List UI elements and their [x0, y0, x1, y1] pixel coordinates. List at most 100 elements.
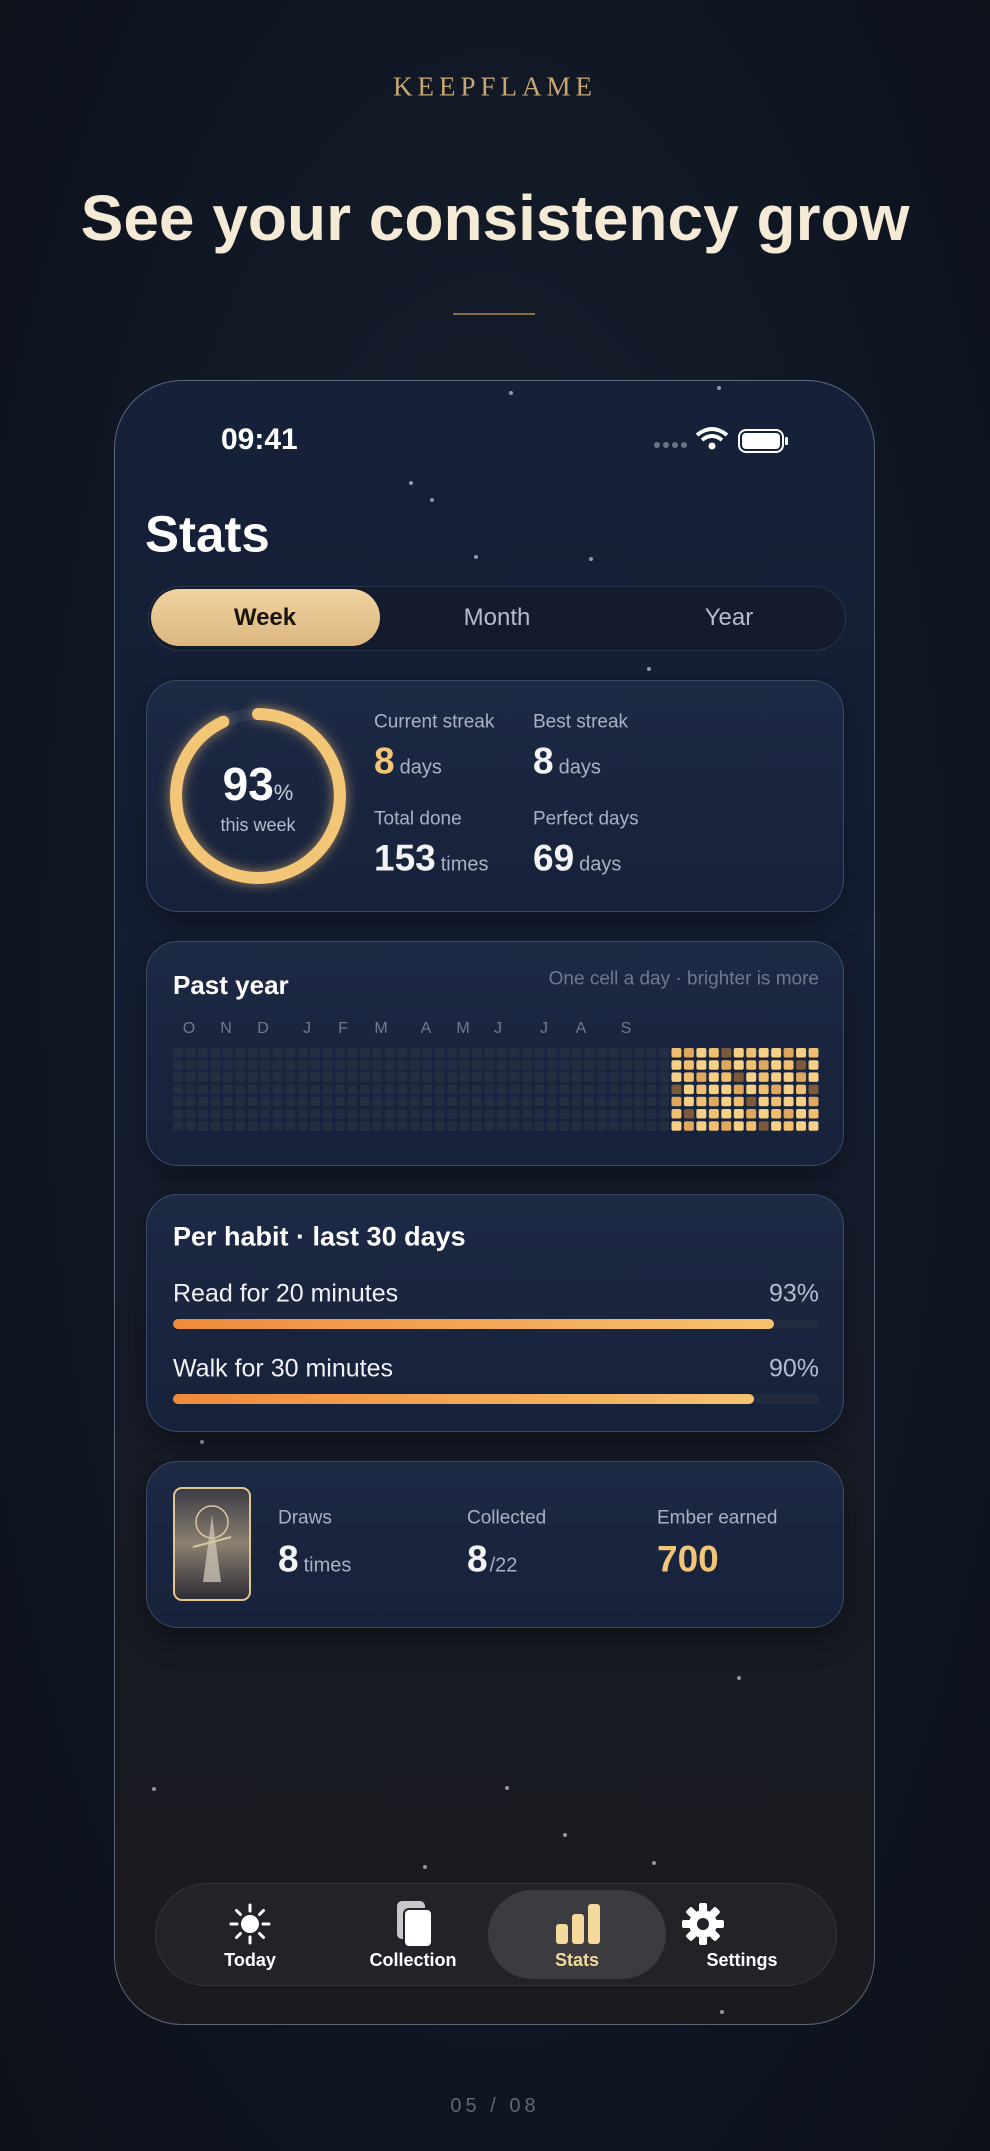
habit-track — [173, 1394, 819, 1404]
heatmap-cell — [484, 1060, 495, 1070]
heatmap-cell — [534, 1072, 545, 1082]
heatmap-cell — [596, 1121, 607, 1131]
heatmap-cell — [285, 1072, 296, 1082]
month-label: M — [374, 1020, 388, 1037]
heatmap-cell — [285, 1060, 296, 1070]
heatmap-cell — [509, 1109, 520, 1119]
heatmap-cell — [459, 1121, 470, 1131]
heatmap-cell — [185, 1096, 196, 1107]
heatmap-cell — [197, 1072, 208, 1082]
heatmap-cell — [783, 1072, 794, 1082]
heatmap-cell — [235, 1060, 246, 1070]
heatmap-cell — [721, 1084, 732, 1095]
heatmap-cell — [559, 1060, 570, 1070]
heatmap-cell — [721, 1109, 732, 1119]
heatmap-cell — [796, 1060, 807, 1070]
heatmap-cell — [472, 1121, 483, 1131]
heatmap-cell — [310, 1084, 321, 1095]
heatmap-cell — [796, 1121, 807, 1131]
heatmap-cell — [708, 1109, 719, 1119]
ring-unit: % — [273, 780, 294, 805]
heatmap-cell — [634, 1121, 645, 1131]
heatmap-cell — [621, 1121, 632, 1131]
habit-name: Read for 20 minutes — [173, 1279, 399, 1308]
heatmap-cell — [297, 1060, 308, 1070]
card-note: One cell a day · brighter is more — [548, 968, 819, 990]
heatmap-cell — [758, 1048, 769, 1058]
reward-value: 700 — [657, 1541, 719, 1578]
heatmap-cell — [708, 1121, 719, 1131]
heatmap-cell — [447, 1060, 458, 1070]
heatmap-cell — [272, 1121, 283, 1131]
heatmap-cell — [372, 1048, 383, 1058]
tab[interactable]: Today — [224, 1950, 276, 1970]
segment[interactable]: Month — [463, 604, 531, 631]
heatmap-cell — [546, 1096, 557, 1107]
heatmap-cell — [696, 1096, 707, 1107]
tab[interactable]: Stats — [554, 1950, 600, 1970]
tab[interactable]: Collection — [369, 1950, 457, 1970]
heatmap-cell — [521, 1084, 532, 1095]
heatmap-cell — [247, 1060, 258, 1070]
heatmap-cell — [472, 1060, 483, 1070]
segment[interactable]: Year — [704, 604, 754, 631]
heatmap-cell — [409, 1084, 420, 1095]
heatmap-cell — [571, 1048, 582, 1058]
heatmap-cell — [347, 1072, 358, 1082]
heatmap-cell — [322, 1121, 333, 1131]
heatmap-cell — [584, 1084, 595, 1095]
heatmap-cell — [222, 1084, 233, 1095]
heatmap-cell — [272, 1096, 283, 1107]
heatmap-cell — [422, 1072, 433, 1082]
heatmap-cell — [210, 1109, 221, 1119]
heatmap-cell — [659, 1121, 669, 1131]
heatmap-cell — [322, 1096, 333, 1107]
rewards-card: Draws 8 times Collected 8/22 Ember earned 700 — [146, 1461, 844, 1628]
heatmap-cell — [260, 1048, 271, 1058]
heatmap-cell — [173, 1048, 183, 1058]
heatmap-cell — [671, 1096, 682, 1107]
heatmap-cell — [185, 1072, 196, 1082]
card-image — [173, 1487, 251, 1601]
heatmap-cell — [447, 1048, 458, 1058]
heatmap-cell — [796, 1084, 807, 1095]
heatmap-cell — [559, 1072, 570, 1082]
heatmap-cell — [322, 1060, 333, 1070]
summary-card: 93% this week Current streak 8 days Best st… — [146, 680, 844, 912]
heatmap-cell — [384, 1084, 395, 1095]
heatmap-cell — [173, 1109, 183, 1119]
heatmap-cell — [422, 1084, 433, 1095]
heatmap-cell — [534, 1121, 545, 1131]
heatmap-cell — [335, 1048, 345, 1058]
heatmap-cell — [285, 1096, 296, 1107]
heatmap-cell — [472, 1048, 483, 1058]
heatmap-cell — [210, 1096, 221, 1107]
heatmap-cell — [559, 1048, 570, 1058]
stat-label: Current streak — [374, 711, 495, 733]
heatmap-cell — [671, 1060, 682, 1070]
heatmap-cell — [758, 1109, 769, 1119]
status-icons — [654, 427, 788, 453]
icon-settings — [682, 1903, 724, 1945]
segment[interactable]: Week — [233, 604, 297, 631]
heatmap-cell — [509, 1121, 520, 1131]
heatmap-cell — [409, 1072, 420, 1082]
tab[interactable]: Settings — [706, 1950, 778, 1970]
heatmap-cell — [397, 1048, 408, 1058]
heatmap-cell — [272, 1072, 283, 1082]
heatmap-cell — [210, 1121, 221, 1131]
heatmap-cell — [359, 1084, 370, 1095]
tab-bar: Today Collection Stats Settings — [155, 1883, 837, 1986]
heatmap-cell — [596, 1109, 607, 1119]
ring-value: 93% — [223, 761, 294, 807]
heatmap-cell — [758, 1096, 769, 1107]
heatmap-cell — [609, 1121, 620, 1131]
heatmap-cell — [173, 1072, 183, 1082]
icon-stats — [556, 1904, 600, 1944]
ring-caption: this week — [220, 815, 296, 835]
heatmap-cell — [509, 1084, 520, 1095]
heatmap-cell — [372, 1084, 383, 1095]
heatmap-cell — [634, 1060, 645, 1070]
heatmap-cell — [609, 1084, 620, 1095]
heatmap-cell — [783, 1109, 794, 1119]
